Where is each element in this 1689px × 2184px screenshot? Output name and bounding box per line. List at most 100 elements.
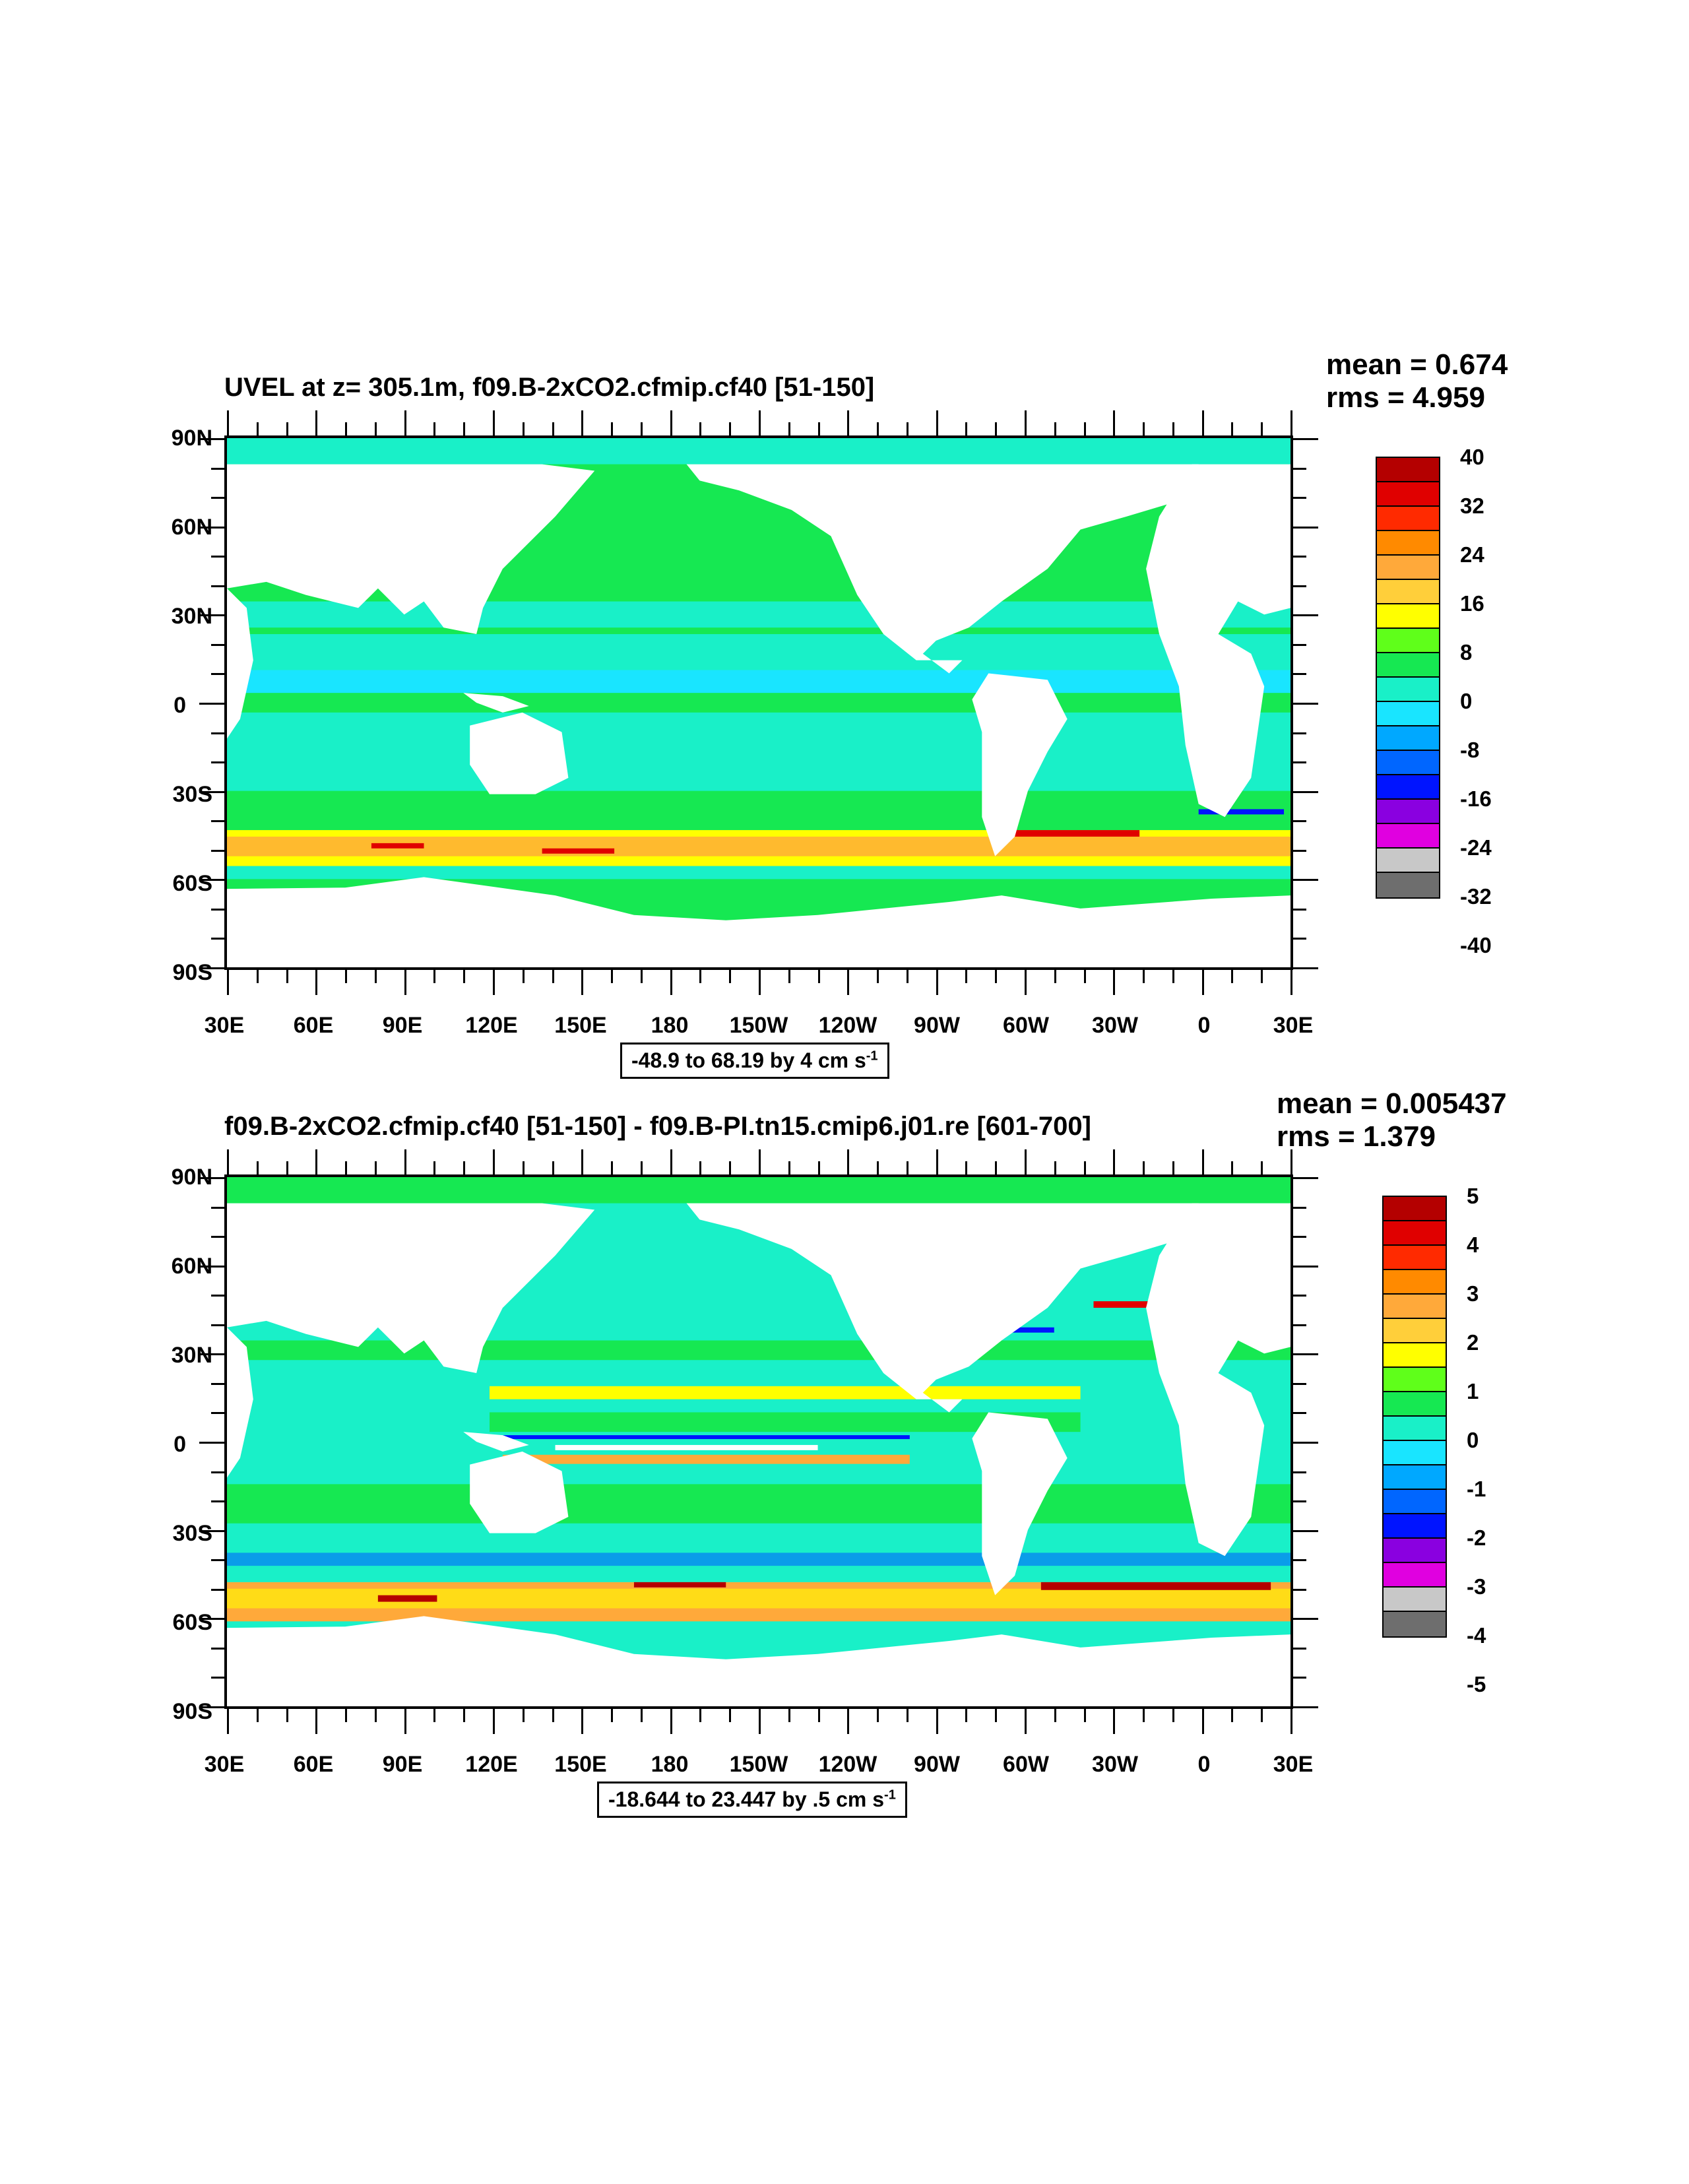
y-tick-mark bbox=[1293, 967, 1318, 969]
x-tick-mark bbox=[581, 1149, 583, 1174]
colorbar-label: 0 bbox=[1467, 1428, 1479, 1452]
colorbar-label: -5 bbox=[1467, 1672, 1486, 1696]
x-tick-label: 60E bbox=[293, 1013, 334, 1038]
y-tick-mark bbox=[199, 1530, 224, 1532]
y-tick-label: 90S bbox=[172, 960, 213, 985]
colorbar-label: 2 bbox=[1467, 1330, 1479, 1355]
colorbar-label: -16 bbox=[1460, 787, 1492, 811]
land-asia bbox=[227, 1203, 595, 1374]
y-tick-mark bbox=[1293, 1295, 1306, 1297]
x-tick-label: 0 bbox=[1197, 1752, 1211, 1777]
x-tick-mark bbox=[729, 422, 731, 435]
y-tick-mark bbox=[211, 1324, 224, 1326]
x-tick-mark bbox=[729, 1161, 731, 1174]
colorbar-swatch bbox=[1377, 458, 1439, 482]
y-tick-label: 60N bbox=[171, 515, 212, 540]
x-tick-mark bbox=[847, 970, 849, 995]
x-tick-mark bbox=[523, 1161, 525, 1174]
x-tick-mark bbox=[227, 1709, 229, 1734]
y-tick-mark bbox=[1293, 1383, 1306, 1385]
colorbar-label: -40 bbox=[1460, 933, 1492, 957]
x-tick-mark bbox=[788, 970, 790, 983]
equatorial-jet-orange bbox=[502, 1454, 910, 1464]
x-tick-mark bbox=[493, 1709, 495, 1734]
x-tick-mark bbox=[907, 970, 908, 983]
y-tick-mark bbox=[211, 468, 224, 470]
x-tick-mark bbox=[1025, 1709, 1027, 1734]
x-tick-mark bbox=[995, 970, 997, 983]
y-tick-mark bbox=[1293, 1266, 1318, 1268]
x-tick-mark bbox=[257, 1709, 259, 1722]
land-south-america bbox=[972, 1412, 1068, 1595]
x-tick-mark bbox=[699, 1709, 701, 1722]
x-tick-mark bbox=[404, 410, 406, 435]
land-north-america bbox=[686, 464, 1199, 674]
x-tick-mark bbox=[907, 1709, 908, 1722]
x-tick-mark bbox=[1291, 410, 1292, 435]
y-tick-mark bbox=[211, 938, 224, 940]
x-tick-mark bbox=[1143, 1709, 1145, 1722]
plot-title: UVEL at z= 305.1m, f09.B-2xCO2.cfmip.cf4… bbox=[224, 373, 875, 402]
x-tick-mark bbox=[818, 1709, 820, 1722]
colorbar-label: 4 bbox=[1467, 1233, 1479, 1257]
y-tick-mark bbox=[1293, 1207, 1306, 1209]
mean-value: mean = 0.674 bbox=[1326, 348, 1508, 381]
colorbar-swatch bbox=[1377, 800, 1439, 824]
x-tick-mark bbox=[611, 970, 613, 983]
y-tick-mark bbox=[211, 644, 224, 646]
x-tick-mark bbox=[670, 1149, 672, 1174]
colorbar-label: 16 bbox=[1460, 591, 1484, 616]
x-tick-mark bbox=[227, 1149, 229, 1174]
x-tick-label: 150E bbox=[554, 1013, 607, 1038]
x-tick-mark bbox=[1143, 970, 1145, 983]
x-tick-mark bbox=[375, 1161, 377, 1174]
x-tick-label: 30W bbox=[1092, 1752, 1138, 1777]
x-tick-mark bbox=[581, 410, 583, 435]
map-field bbox=[227, 1177, 1291, 1706]
x-tick-mark bbox=[1261, 970, 1263, 983]
x-tick-mark bbox=[227, 970, 229, 995]
x-tick-mark bbox=[818, 1161, 820, 1174]
y-tick-mark bbox=[211, 556, 224, 558]
rms-value: rms = 1.379 bbox=[1277, 1120, 1436, 1153]
x-tick-mark bbox=[552, 1709, 554, 1722]
x-tick-mark bbox=[1113, 1149, 1115, 1174]
x-tick-label: 90E bbox=[382, 1752, 423, 1777]
y-tick-mark bbox=[1293, 468, 1306, 470]
colorbar-swatch bbox=[1377, 775, 1439, 800]
x-tick-mark bbox=[257, 422, 259, 435]
colorbar-swatch bbox=[1384, 1221, 1446, 1246]
land-africa-europe bbox=[1146, 464, 1291, 818]
y-tick-mark bbox=[199, 703, 224, 705]
x-tick-mark bbox=[611, 1709, 613, 1722]
y-tick-mark bbox=[1293, 1677, 1306, 1679]
southern-band bbox=[227, 866, 1291, 880]
x-tick-mark bbox=[1261, 1709, 1263, 1722]
x-tick-mark bbox=[1054, 422, 1056, 435]
colorbar-label: 40 bbox=[1460, 445, 1484, 469]
colorbar-swatch bbox=[1384, 1539, 1446, 1563]
y-tick-mark bbox=[211, 1677, 224, 1679]
land-north-america bbox=[686, 1203, 1199, 1413]
colorbar-swatch bbox=[1377, 702, 1439, 726]
y-tick-mark bbox=[1293, 791, 1318, 793]
contour-range-exponent: -1 bbox=[866, 1048, 878, 1064]
x-tick-mark bbox=[286, 422, 288, 435]
y-tick-mark bbox=[211, 585, 224, 587]
x-tick-mark bbox=[699, 422, 701, 435]
mean-value: mean = 0.005437 bbox=[1277, 1087, 1507, 1120]
x-tick-mark bbox=[493, 410, 495, 435]
colorbar-swatch bbox=[1377, 580, 1439, 604]
x-tick-mark bbox=[877, 422, 879, 435]
land-africa-europe bbox=[1146, 1203, 1291, 1557]
y-tick-mark bbox=[211, 909, 224, 911]
x-tick-mark bbox=[1261, 422, 1263, 435]
land-indonesia bbox=[463, 1432, 529, 1452]
x-tick-mark bbox=[315, 410, 317, 435]
x-tick-mark bbox=[315, 970, 317, 995]
y-tick-mark bbox=[1293, 1648, 1306, 1650]
y-tick-mark bbox=[1293, 1706, 1318, 1708]
x-tick-label: 60W bbox=[1003, 1752, 1049, 1777]
south-band-blue bbox=[227, 1553, 1291, 1566]
x-tick-mark bbox=[286, 1161, 288, 1174]
